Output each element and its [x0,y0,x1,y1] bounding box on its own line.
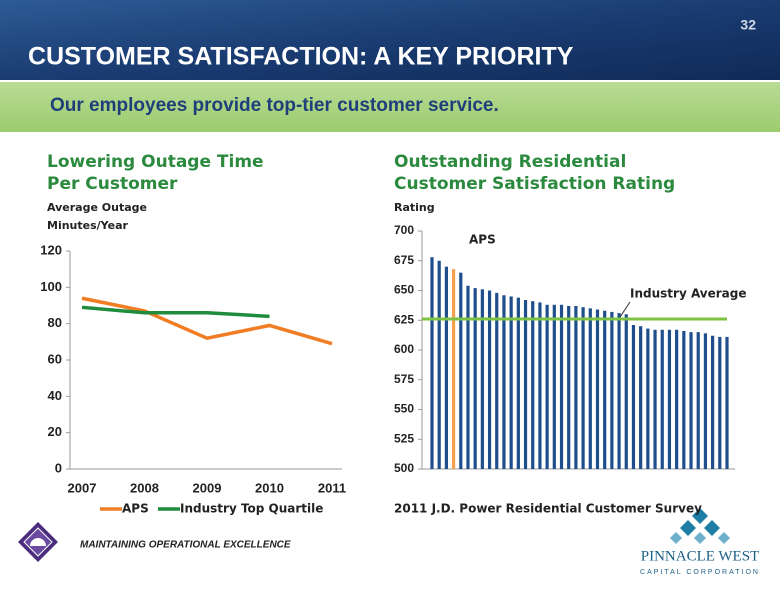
company-name: PINNACLE WEST [641,548,759,564]
y-tick-label: 525 [394,431,414,445]
bar [502,295,506,469]
line-series [81,305,270,319]
company-logo [670,508,730,544]
bar [603,310,607,469]
annotation-leader [619,301,631,318]
y-tick-label: 100 [40,279,62,294]
y-tick-label: 600 [394,342,414,356]
bar [588,308,592,469]
bar [559,304,564,469]
chart-note: 2011 J.D. Power Residential Customer Sur… [394,502,702,516]
bar [696,332,700,469]
y-tick-label: 625 [394,312,414,326]
annotation: APS [469,233,496,247]
bar [703,333,708,469]
y-tick-label: 120 [40,242,62,257]
bar [430,257,434,469]
slide-subtitle: Our employees provide top-tier customer … [50,95,499,116]
subtitle-band [0,82,780,132]
y-tick-label: 550 [394,402,414,416]
bar [487,290,492,469]
bar [480,289,484,469]
y-tick-label: 80 [48,315,62,330]
bar [689,332,693,469]
bar [437,260,441,469]
line-series [81,296,333,346]
y-tick-label: 0 [55,460,62,475]
bar [595,309,600,469]
bar [610,311,614,469]
y-tick-label: 675 [394,253,414,267]
bar [617,313,621,469]
bar [451,269,456,469]
bar [581,307,585,469]
y-tick-label: 500 [394,461,414,475]
bar [545,304,549,469]
legend-label: Industry Top Quartile [180,502,323,516]
bar [646,328,650,469]
bar [639,326,643,469]
x-tick-label: 2008 [130,480,159,495]
bar [631,325,636,469]
bar [725,336,729,469]
bar [509,296,513,469]
y-tick-label: 700 [394,223,414,237]
footer-logo [18,522,58,562]
footer-tagline: MAINTAINING OPERATIONAL EXCELLENCE [80,540,291,551]
bar [538,302,542,469]
chart-title: Lowering Outage Time [47,152,264,172]
slide-title: CUSTOMER SATISFACTION: A KEY PRIORITY [28,43,574,71]
bar [459,272,463,469]
bar [711,335,715,469]
bar [653,329,657,469]
bar [523,300,528,469]
x-tick-label: 2007 [68,480,97,495]
y-axis-label: Average Outage [47,201,147,214]
bar [675,329,679,469]
company-subname: CAPITAL CORPORATION [640,569,760,576]
bar [667,329,672,469]
bar [718,336,722,469]
bar [466,285,470,469]
y-tick-label: 650 [394,283,414,297]
chart-title: Outstanding Residential [394,152,626,172]
bar [444,266,448,469]
bar [574,305,578,469]
chart-title: Per Customer [47,174,178,194]
annotation: Industry Average [630,287,747,301]
y-tick-label: 20 [48,424,62,439]
bar [552,304,556,469]
bar [660,329,664,469]
legend-label: APS [122,502,149,516]
bar [682,330,686,469]
chart-title: Customer Satisfaction Rating [394,174,675,194]
x-tick-label: 2010 [255,480,284,495]
page-number: 32 [740,17,756,33]
y-axis-label: Rating [394,201,435,214]
bar [624,314,628,469]
bar [567,305,571,469]
bar [516,297,520,469]
x-tick-label: 2011 [318,480,346,495]
y-tick-label: 60 [48,351,62,366]
header-band [0,0,780,80]
y-axis-label: Minutes/Year [47,219,129,232]
bar [473,288,477,469]
x-tick-label: 2009 [193,480,222,495]
y-tick-label: 575 [394,372,414,386]
bar [531,301,535,469]
bar [495,292,499,469]
y-tick-label: 40 [48,388,62,403]
